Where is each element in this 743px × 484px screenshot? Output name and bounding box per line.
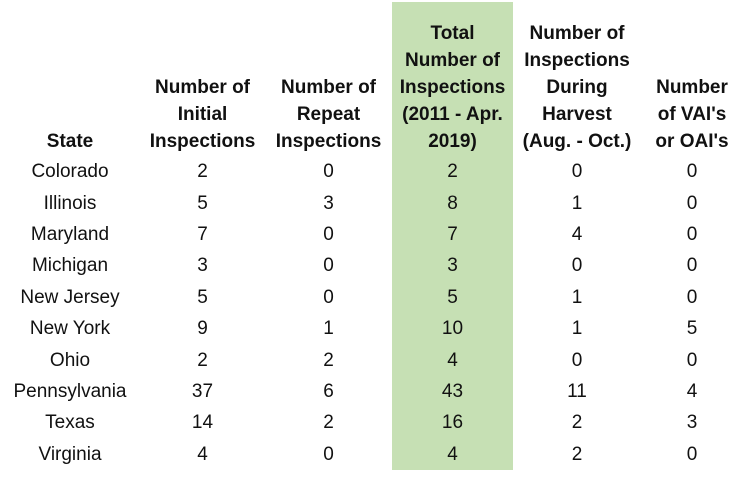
- total-column-highlight: [392, 2, 513, 470]
- header-vai-oai: Number of VAI's or OAI's: [655, 77, 729, 152]
- table-row: Texas 14 2 16 2 3: [0, 407, 743, 438]
- repeat-cell: 1: [323, 318, 334, 340]
- initial-cell: 14: [191, 412, 214, 434]
- repeat-cell: 6: [323, 380, 334, 402]
- table-row: Ohio 2 2 4 0 0: [0, 344, 743, 375]
- harvest-cell: 1: [571, 318, 583, 340]
- harvest-cell: 4: [571, 223, 583, 245]
- repeat-cell: 0: [323, 255, 334, 277]
- total-cell: 4: [447, 443, 458, 465]
- vai-oai-cell: 0: [686, 223, 698, 245]
- state-cell: Ohio: [49, 349, 91, 371]
- vai-oai-cell: 0: [686, 255, 698, 277]
- harvest-cell: 2: [571, 443, 583, 465]
- vai-oai-cell: 5: [686, 318, 698, 340]
- total-cell: 4: [447, 349, 458, 371]
- harvest-cell: 0: [571, 255, 583, 277]
- harvest-cell: 2: [571, 412, 583, 434]
- header-total-inspections: Total Number of Inspections (2011 - Apr.…: [399, 23, 506, 152]
- inspections-table: State Number of Initial Inspections Numb…: [0, 18, 743, 470]
- vai-oai-cell: 0: [686, 443, 698, 465]
- harvest-cell: 1: [571, 286, 583, 308]
- repeat-cell: 2: [323, 349, 334, 371]
- initial-cell: 2: [197, 349, 208, 371]
- repeat-cell: 2: [323, 412, 334, 434]
- harvest-cell: 0: [571, 349, 583, 371]
- vai-oai-cell: 3: [686, 412, 698, 434]
- table-row: Illinois 5 3 8 1 0: [0, 187, 743, 218]
- repeat-cell: 3: [323, 192, 334, 214]
- harvest-cell: 1: [571, 192, 583, 214]
- table-row: Virginia 4 0 4 2 0: [0, 439, 743, 470]
- initial-cell: 3: [197, 255, 208, 277]
- repeat-cell: 0: [323, 223, 334, 245]
- initial-cell: 4: [197, 443, 208, 465]
- table-row: Michigan 3 0 3 0 0: [0, 250, 743, 281]
- repeat-cell: 0: [323, 443, 334, 465]
- total-cell: 8: [447, 192, 458, 214]
- initial-cell: 7: [197, 223, 208, 245]
- vai-oai-cell: 4: [686, 380, 698, 402]
- state-cell: Colorado: [31, 161, 109, 183]
- initial-cell: 37: [191, 380, 214, 402]
- header-harvest-inspections: Number of Inspections During Harvest (Au…: [522, 23, 632, 152]
- initial-cell: 5: [197, 286, 208, 308]
- state-cell: Texas: [45, 412, 95, 434]
- table-row: New Jersey 5 0 5 1 0: [0, 282, 743, 313]
- state-cell: New Jersey: [20, 286, 120, 308]
- state-cell: Michigan: [31, 255, 109, 277]
- state-cell: Illinois: [43, 192, 97, 214]
- header-initial-inspections: Number of Initial Inspections: [149, 77, 256, 152]
- initial-cell: 2: [197, 161, 208, 183]
- table-row: Maryland 7 0 7 4 0: [0, 219, 743, 250]
- vai-oai-cell: 0: [686, 349, 698, 371]
- total-cell: 10: [441, 318, 464, 340]
- total-cell: 2: [447, 161, 458, 183]
- vai-oai-cell: 0: [686, 161, 698, 183]
- table-row: Colorado 2 0 2 0 0: [0, 156, 743, 187]
- initial-cell: 9: [197, 318, 208, 340]
- header-repeat-inspections: Number of Repeat Inspections: [275, 77, 382, 152]
- harvest-cell: 0: [571, 161, 583, 183]
- total-cell: 16: [441, 412, 464, 434]
- initial-cell: 5: [197, 192, 208, 214]
- header-state: State: [46, 131, 94, 152]
- total-cell: 7: [447, 223, 458, 245]
- harvest-cell: 11: [567, 380, 587, 402]
- table-row: New York 9 1 10 1 5: [0, 313, 743, 344]
- repeat-cell: 0: [323, 286, 334, 308]
- table-row: Pennsylvania 37 6 43 11 4: [0, 376, 743, 407]
- state-cell: New York: [29, 318, 111, 340]
- state-cell: Virginia: [38, 443, 102, 465]
- state-cell: Pennsylvania: [13, 380, 127, 402]
- state-cell: Maryland: [30, 223, 110, 245]
- total-cell: 5: [447, 286, 458, 308]
- total-cell: 3: [447, 255, 458, 277]
- header-row: State Number of Initial Inspections Numb…: [0, 18, 743, 156]
- total-cell: 43: [441, 380, 464, 402]
- vai-oai-cell: 0: [686, 192, 698, 214]
- repeat-cell: 0: [323, 161, 334, 183]
- vai-oai-cell: 0: [686, 286, 698, 308]
